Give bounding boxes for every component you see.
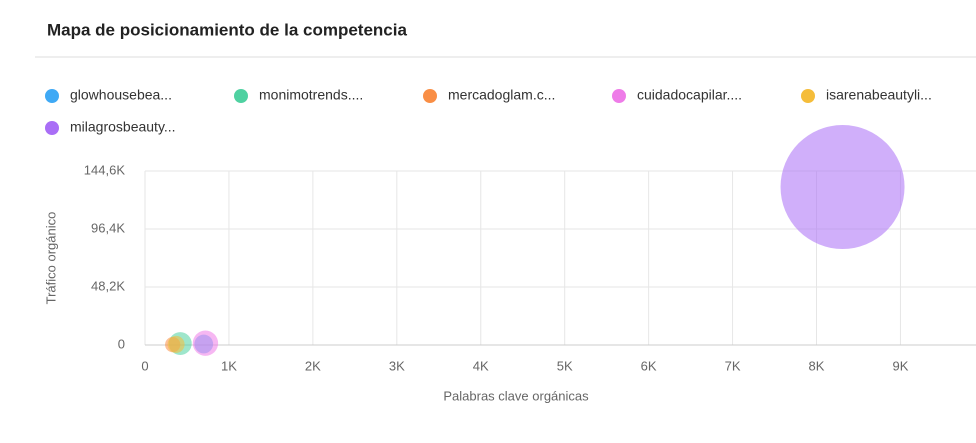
legend-label: cuidadocapilar....	[637, 87, 742, 103]
x-tick-label: 6K	[641, 358, 657, 373]
y-tick-label: 0	[118, 336, 125, 351]
x-tick-label: 3K	[389, 358, 405, 373]
bubble	[780, 125, 905, 250]
legend-swatch	[234, 89, 248, 103]
chart-title: Mapa de posicionamiento de la competenci…	[47, 20, 407, 39]
legend-label: isarenabeautyli...	[826, 87, 932, 103]
legend-label: mercadoglam.c...	[448, 87, 555, 103]
x-tick-label: 1K	[221, 358, 237, 373]
legend-swatch	[45, 89, 59, 103]
x-tick-label: 4K	[473, 358, 489, 373]
legend-swatch	[612, 89, 626, 103]
x-tick-label: 0	[141, 358, 148, 373]
legend-swatch	[423, 89, 437, 103]
y-tick-label: 144,6K	[84, 162, 126, 177]
x-tick-label: 7K	[725, 358, 741, 373]
legend-label: glowhousebea...	[70, 87, 172, 103]
bubble	[167, 335, 185, 353]
x-tick-label: 2K	[305, 358, 321, 373]
x-tick-label: 5K	[557, 358, 573, 373]
y-tick-label: 48,2K	[91, 278, 125, 293]
legend-label: milagrosbeauty...	[70, 119, 176, 135]
legend-swatch	[45, 121, 59, 135]
y-axis-label: Tráfico orgánico	[43, 212, 58, 305]
x-tick-label: 8K	[809, 358, 825, 373]
legend-label: monimotrends....	[259, 87, 363, 103]
x-tick-label: 9K	[893, 358, 909, 373]
x-axis-label: Palabras clave orgánicas	[443, 388, 589, 403]
y-tick-label: 96,4K	[91, 220, 125, 235]
legend-swatch	[801, 89, 815, 103]
bubble	[192, 330, 219, 356]
